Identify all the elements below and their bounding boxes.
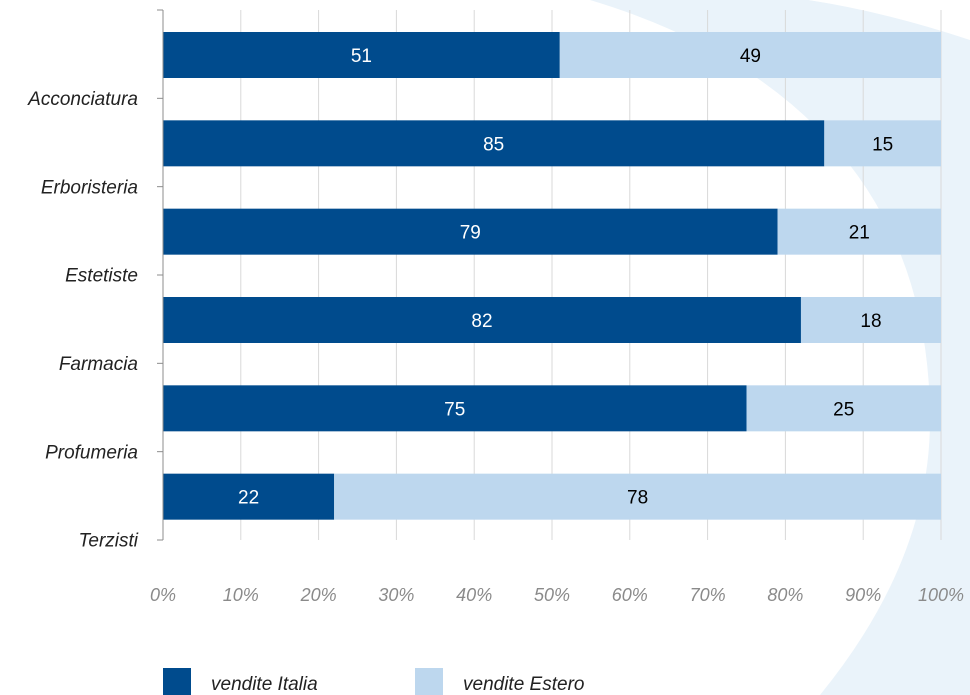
- x-tick-label: 20%: [300, 585, 337, 605]
- watermark-arc: [590, 0, 970, 695]
- data-label: 21: [849, 223, 870, 244]
- data-label: 25: [833, 399, 854, 420]
- legend-swatch: [163, 668, 191, 695]
- category-label: Estetiste: [65, 266, 138, 287]
- data-label: 51: [351, 46, 372, 67]
- bar-segment: [777, 208, 941, 255]
- data-label: 49: [740, 46, 761, 67]
- bar-segment: [163, 473, 335, 520]
- data-label: 75: [444, 399, 465, 420]
- legend-label: vendite Estero: [463, 674, 584, 695]
- bar-segment: [800, 297, 941, 343]
- bar-segment: [824, 120, 941, 167]
- category-label: Farmacia: [59, 354, 138, 375]
- axes: 0% 10% 20% 30% 40% 50% 60% 70% 80% 90% 100% Acconci…: [27, 9, 964, 605]
- bar-segment: [559, 32, 941, 78]
- legend-label: vendite Italia: [211, 674, 318, 695]
- x-tick-label: 40%: [456, 585, 492, 605]
- bar-segment: [746, 385, 941, 432]
- bar-segment: [163, 32, 560, 78]
- x-tick-label: 10%: [223, 585, 259, 605]
- legend-swatch: [415, 668, 443, 695]
- x-tick-label: 90%: [845, 585, 881, 605]
- bar-segment: [334, 473, 941, 520]
- data-label: 82: [471, 311, 492, 332]
- bars: 51 49 85 15 79 21 82 18 75 25 22 78: [163, 32, 941, 520]
- data-label: 79: [460, 223, 481, 244]
- data-label: 15: [872, 134, 893, 155]
- x-tick-label: 60%: [612, 585, 648, 605]
- data-label: 85: [483, 134, 504, 155]
- x-tick-label: 50%: [534, 585, 570, 605]
- background-watermark: [590, 0, 970, 695]
- data-label: 22: [238, 488, 259, 509]
- category-label: Erboristeria: [41, 177, 138, 198]
- bar-segment: [163, 120, 825, 167]
- bar-segment: [163, 297, 801, 343]
- data-label: 18: [860, 311, 881, 332]
- gridlines: [240, 10, 942, 540]
- bar-segment: [163, 208, 778, 255]
- category-label: Acconciatura: [27, 89, 138, 110]
- bar-segment: [163, 385, 747, 432]
- x-tick-label: 100%: [918, 585, 964, 605]
- x-tick-label: 30%: [378, 585, 414, 605]
- x-tick-label: 0%: [150, 585, 176, 605]
- data-label: 78: [627, 488, 648, 509]
- x-tick-label: 70%: [690, 585, 726, 605]
- category-label: Profumeria: [45, 442, 138, 463]
- x-tick-label: 80%: [767, 585, 803, 605]
- legend: vendite Italia vendite Estero: [163, 668, 584, 695]
- category-label: Terzisti: [79, 531, 139, 552]
